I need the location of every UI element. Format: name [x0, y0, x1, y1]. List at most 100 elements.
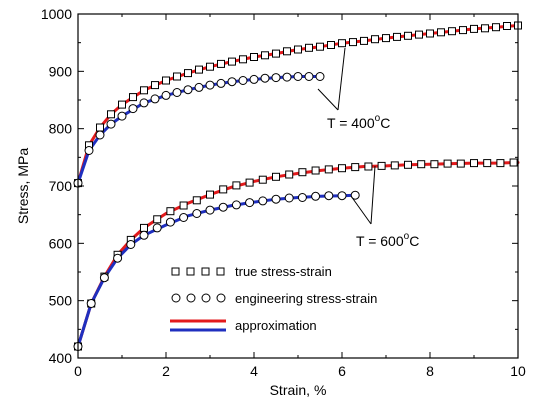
- y-tick-label: 600: [49, 235, 73, 251]
- engineering-stress-point: [315, 72, 325, 81]
- engineering-stress-point: [165, 217, 175, 227]
- annotation-600-leader-line: [370, 165, 376, 225]
- engineering-stress-point: [128, 104, 138, 114]
- engineering-stress-point: [260, 73, 270, 83]
- true-stress-point: [173, 72, 181, 81]
- x-tick-label: 8: [426, 363, 434, 379]
- true-stress-point: [151, 81, 159, 90]
- y-axis-label: Stress, MPa: [15, 148, 31, 224]
- engineering-stress-point: [293, 72, 303, 81]
- annotation-400-leader-line: [317, 88, 339, 111]
- engineering-stress-point: [150, 94, 160, 104]
- annotation-400-superscript: o: [375, 113, 381, 124]
- true-stress-point: [162, 76, 170, 85]
- x-tick-label: 4: [250, 363, 258, 379]
- x-tick-label: 2: [162, 363, 170, 379]
- true-stress-point: [338, 164, 346, 173]
- true-stress-point: [470, 159, 478, 168]
- true-stress-point: [153, 215, 162, 224]
- engineering-stress-point: [350, 190, 360, 200]
- true-stress-point: [311, 166, 320, 175]
- annotation-600-label: T = 600oC: [356, 231, 419, 249]
- legend: true stress-strain engineering stress-st…: [170, 264, 377, 333]
- true-stress-point: [217, 59, 225, 68]
- engineering-stress-point: [205, 80, 215, 90]
- engineering-stress-point: [172, 88, 182, 97]
- true-stress-point: [415, 30, 423, 39]
- true-stress-point: [250, 53, 258, 61]
- engineering-stress-point: [106, 119, 116, 129]
- engineering-stress-point: [161, 90, 171, 100]
- y-tick-label: 500: [49, 293, 73, 309]
- annotation-400: T = 400oC: [317, 47, 390, 131]
- true-stress-point: [184, 69, 192, 78]
- true-stress-point: [206, 190, 214, 199]
- engineering-stress-point: [113, 253, 123, 263]
- engineering-stress-point: [183, 85, 193, 95]
- true-stress-point: [195, 65, 203, 74]
- true-stress-point: [294, 45, 302, 54]
- x-tick-label: 10: [510, 363, 526, 379]
- true-stress-point: [371, 35, 379, 44]
- x-tick-label: 0: [74, 363, 82, 379]
- engineering-stress-point: [284, 193, 294, 203]
- true-stress-point: [179, 201, 188, 210]
- true-stress-point: [448, 27, 456, 36]
- true-stress-point: [338, 39, 346, 48]
- true-stress-point: [404, 160, 412, 169]
- y-tick-label: 800: [49, 121, 73, 137]
- data-markers: [73, 21, 522, 351]
- annotation-600-leader-line: [350, 195, 372, 225]
- true-stress-point: [377, 161, 386, 170]
- true-stress-point: [437, 28, 445, 37]
- true-stress-point: [364, 162, 373, 171]
- annotation-600-text: T = 600: [356, 233, 404, 249]
- true-stress-point: [118, 100, 126, 109]
- engineering-stress-point: [192, 209, 202, 218]
- legend-approximation-label: approximation: [235, 318, 317, 333]
- true-stress-point: [283, 47, 291, 56]
- true-stress-point: [245, 178, 254, 187]
- axis-ticks: 0 2 4 6 8 10 400 500 600 700 800 900 1000: [41, 6, 526, 379]
- true-stress-point: [404, 31, 412, 40]
- true-stress-point: [390, 161, 399, 170]
- true-stress-point: [426, 29, 434, 38]
- true-stress-point: [481, 24, 489, 33]
- engineering-stress-point: [218, 202, 228, 212]
- true-stress-point: [430, 160, 439, 169]
- true-stress-point: [503, 22, 511, 30]
- true-stress-point: [239, 55, 247, 64]
- true-stress-point: [496, 159, 505, 168]
- engineering-stress-point: [337, 191, 347, 201]
- true-stress-point: [305, 43, 313, 52]
- true-stress-point: [349, 38, 357, 47]
- engineering-stress-point: [249, 74, 259, 84]
- annotation-400-leader-line: [337, 47, 346, 111]
- engineering-stress-point: [297, 193, 307, 202]
- true-stress-point: [316, 42, 324, 51]
- engineering-stress-point: [324, 191, 334, 201]
- true-stress-point: [393, 32, 401, 41]
- engineering-stress-point: [139, 230, 149, 240]
- engineering-stress-point: [271, 194, 281, 204]
- true-stress-point: [166, 207, 175, 216]
- true-stress-point: [232, 181, 241, 190]
- true-stress-point: [327, 41, 335, 49]
- true-stress-point: [107, 110, 115, 119]
- true-stress-point: [324, 165, 333, 174]
- true-stress-point: [258, 175, 267, 184]
- true-stress-point: [459, 26, 467, 35]
- true-stress-point: [219, 185, 228, 194]
- true-stress-point: [192, 196, 201, 205]
- engineering-stress-point: [231, 200, 241, 210]
- true-stress-point: [272, 49, 280, 58]
- true-stress-point: [96, 123, 104, 132]
- true-stress-point: [298, 168, 307, 177]
- engineering-stress-point: [205, 205, 215, 215]
- annotation-600-superscript: o: [404, 231, 410, 242]
- engineering-stress-point: [152, 223, 162, 233]
- plot-frame: [77, 13, 519, 359]
- engineering-stress-point: [216, 78, 226, 88]
- true-stress-point: [492, 23, 500, 32]
